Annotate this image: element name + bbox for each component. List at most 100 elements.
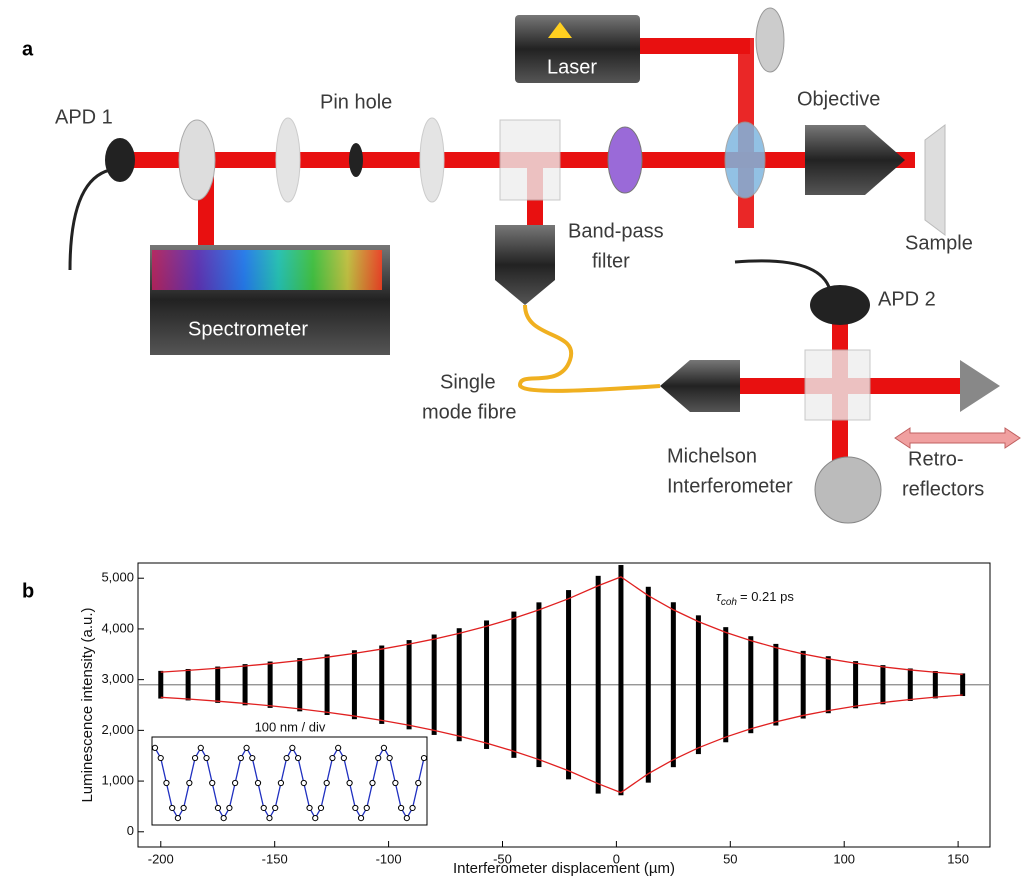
apd2 (810, 285, 870, 325)
inset-point (386, 754, 393, 762)
fringe-burst (960, 673, 966, 697)
inset-point (180, 804, 187, 812)
inset-point (214, 804, 222, 812)
envelope-fit (160, 694, 963, 794)
x-tick-label: -100 (376, 851, 402, 866)
inset-point (306, 804, 313, 812)
inset-point (243, 744, 250, 752)
fringe-burst (595, 575, 601, 794)
fibre-coupler (495, 225, 555, 305)
x-tick-label: -200 (148, 851, 174, 866)
y-tick-label: 4,000 (101, 620, 134, 635)
inset-point (392, 779, 399, 787)
inset-point (346, 779, 353, 787)
fringe-burst (853, 661, 859, 709)
fringe-burst (880, 665, 886, 705)
label: Objective (797, 88, 880, 110)
label: Michelson (667, 445, 757, 467)
inset-point (363, 804, 370, 812)
inset-point (232, 779, 239, 787)
label: APD 2 (878, 288, 936, 310)
beam-splitter (499, 119, 561, 201)
x-tick-label: -50 (493, 851, 512, 866)
fringe-burst (324, 654, 330, 715)
y-tick-label: 3,000 (101, 671, 134, 686)
inset-point (151, 744, 159, 752)
label: Band-pass (568, 220, 664, 242)
panel-letter: a (22, 38, 34, 60)
fringe-burst (484, 620, 490, 749)
fringe-burst (695, 615, 701, 755)
inset-point (415, 779, 422, 787)
label: Spectrometer (188, 318, 308, 340)
y-tick-label: 5,000 (101, 570, 134, 585)
fringe-burst (379, 645, 385, 724)
fringe-burst (566, 590, 572, 780)
label: filter (592, 250, 630, 272)
inset-point (317, 804, 325, 812)
fringe-burst (406, 640, 412, 730)
fringe-burst (800, 650, 806, 719)
fringe-burst (645, 586, 651, 783)
fibre (517, 304, 661, 393)
spectrum (152, 250, 382, 290)
fringe-burst (670, 602, 676, 768)
inset-point (169, 804, 176, 812)
fringe-burst (825, 656, 831, 714)
pinhole (349, 143, 363, 177)
lens (419, 117, 445, 203)
laser-box (515, 15, 640, 83)
inset-point (174, 815, 181, 822)
inset-point (186, 779, 193, 787)
fringe-burst (536, 602, 542, 768)
objective (805, 125, 905, 195)
fringe-burst (748, 636, 754, 734)
inset-point (409, 804, 416, 812)
label: Retro- (908, 448, 964, 470)
inset-point (375, 754, 382, 762)
y-tick-label: 1,000 (101, 773, 134, 788)
cable (68, 168, 111, 271)
label: Pin hole (320, 91, 392, 113)
fringe-burst (511, 611, 517, 758)
x-tick-label: -150 (262, 851, 288, 866)
inset-point (300, 779, 307, 787)
mirror (178, 119, 216, 201)
annotation-symbol: τ (716, 589, 722, 604)
annotation-subscript: coh (721, 597, 738, 608)
fringe-burst (267, 661, 273, 708)
fringe-burst (907, 668, 913, 701)
inset-point (283, 754, 290, 762)
inset-point (260, 804, 267, 812)
band-pass-filter (607, 126, 643, 194)
x-tick-label: 150 (947, 851, 969, 866)
label: Sample (905, 232, 973, 254)
retroreflector (814, 456, 882, 524)
fringe-burst (215, 666, 221, 703)
x-axis-label: Interferometer displacement (µm) (453, 860, 675, 877)
inset-point (329, 754, 336, 762)
inset-point (197, 744, 204, 752)
inset-point (249, 754, 256, 762)
inset-point (294, 754, 302, 762)
y-tick-label: 2,000 (101, 722, 134, 737)
inset-point (272, 804, 279, 812)
label: Single (440, 371, 496, 393)
plot-frame (137, 562, 991, 848)
inset-point (403, 815, 410, 822)
fringe-burst (456, 628, 462, 742)
motion-arrow (894, 427, 1021, 449)
inset-point (289, 744, 296, 752)
label: mode fibre (422, 401, 517, 423)
inset-point (380, 744, 388, 752)
fringe-burst (431, 634, 437, 735)
inset-point (312, 815, 319, 822)
optical-diagram: a APD 1 Pin hole Laser Objective Sample … (22, 7, 1021, 524)
inset-point (203, 754, 210, 762)
fringe-burst (158, 670, 164, 699)
apd1 (105, 138, 135, 182)
laser-icon (548, 22, 572, 38)
inset-point (352, 804, 359, 812)
fringe-burst (351, 650, 357, 720)
